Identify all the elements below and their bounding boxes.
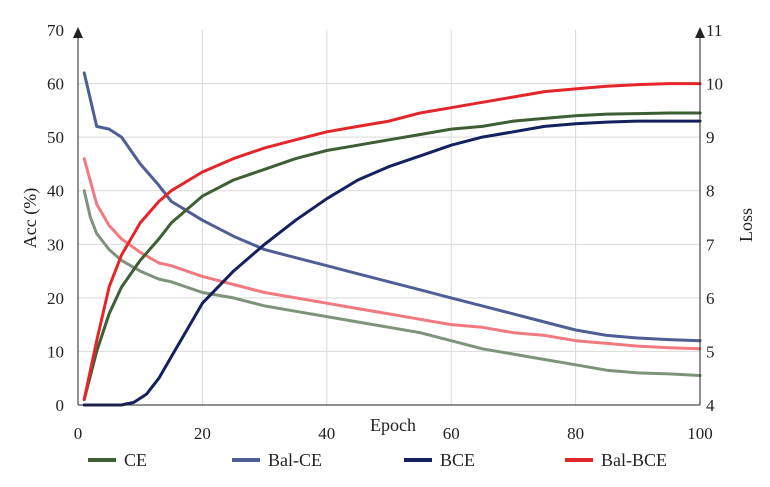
x-tick-label: 40 [318, 424, 335, 443]
y-left-tick-label: 60 [47, 75, 64, 94]
x-tick-label: 0 [74, 424, 83, 443]
legend-label-bal-bce: Bal-BCE [601, 450, 667, 470]
y-axis-left-label: Acc (%) [20, 188, 41, 248]
y-axis-right-label: Loss [736, 208, 756, 242]
series-line-bce [82, 119, 702, 407]
tick-labels: 0 20 40 60 80 100 0 10 20 30 40 50 60 70 4 5 6 7 8 9 10 11 [47, 21, 723, 443]
legend-label-bal-ce: Bal-CE [268, 450, 322, 470]
y-right-tick-label: 7 [706, 235, 715, 254]
series-line-ce [82, 111, 702, 402]
y-right-tick-label: 4 [706, 396, 715, 415]
series-line-ce-loss [82, 189, 702, 377]
axes [73, 27, 705, 406]
legend: CE Bal-CE BCE Bal-BCE [88, 450, 667, 470]
y-left-tick-label: 10 [47, 342, 64, 361]
y-right-tick-label: 5 [706, 342, 715, 361]
y-right-tick-label: 8 [706, 182, 715, 201]
legend-label-ce: CE [124, 450, 147, 470]
x-tick-label: 100 [687, 424, 713, 443]
legend-label-bce: BCE [440, 450, 475, 470]
y-right-tick-label: 9 [706, 128, 715, 147]
y-right-tick-label: 6 [706, 289, 715, 308]
y-right-tick-label: 11 [706, 21, 722, 40]
y-left-tick-label: 70 [47, 21, 64, 40]
x-axis-label: Epoch [370, 415, 416, 435]
x-tick-label: 80 [567, 424, 584, 443]
y-left-tick-label: 40 [47, 182, 64, 201]
y-left-tick-label: 50 [47, 128, 64, 147]
series-line-bal-ce [82, 71, 702, 343]
series-group [82, 71, 702, 407]
y-right-tick-label: 10 [706, 75, 723, 94]
y-axis-left-arrow [73, 27, 83, 38]
series-line-bal-bce-loss [82, 157, 702, 351]
series-line-bal-bce [82, 82, 702, 402]
y-left-tick-label: 30 [47, 235, 64, 254]
y-axis-right-arrow [695, 27, 705, 38]
y-left-tick-label: 20 [47, 289, 64, 308]
grid [78, 30, 700, 405]
x-tick-label: 60 [443, 424, 460, 443]
y-left-tick-label: 0 [56, 396, 65, 415]
x-tick-label: 20 [194, 424, 211, 443]
